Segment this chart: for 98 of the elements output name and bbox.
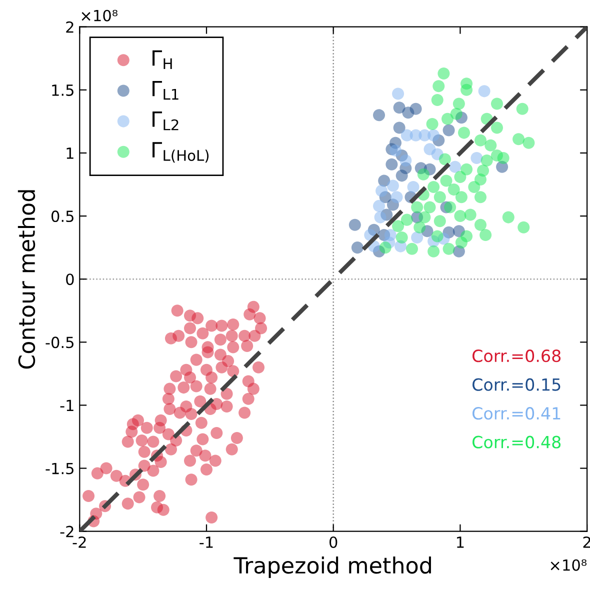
point <box>448 184 460 196</box>
y-tick-label: 0.5 <box>52 210 74 222</box>
point <box>393 102 406 114</box>
point <box>444 201 456 214</box>
point <box>418 211 431 224</box>
point <box>396 170 408 182</box>
x-tick-label: 0 <box>329 536 338 548</box>
point <box>480 154 493 167</box>
x-axis-title: Trapezoid method <box>234 556 431 578</box>
point <box>474 134 487 146</box>
point <box>396 231 408 244</box>
point <box>424 201 436 214</box>
point <box>478 85 490 98</box>
point <box>434 215 446 228</box>
point <box>351 242 364 254</box>
point <box>386 180 399 192</box>
x-tick-label: 1 <box>457 536 464 548</box>
point <box>455 236 468 249</box>
point <box>454 170 466 183</box>
annotation: Corr.=0.48 <box>472 436 561 448</box>
point <box>431 94 444 106</box>
point <box>470 152 483 164</box>
point <box>428 245 440 258</box>
text: ×10⁸ <box>550 559 587 571</box>
y-tick-label: 0 <box>66 274 74 286</box>
point <box>450 108 462 120</box>
point <box>390 191 403 204</box>
point <box>455 191 468 204</box>
point <box>490 122 503 134</box>
point <box>454 210 466 222</box>
point <box>440 174 452 187</box>
text: ×10⁸ <box>82 10 118 22</box>
point <box>386 158 398 170</box>
point <box>438 153 451 166</box>
point <box>474 218 487 231</box>
annotation: Corr.=0.68 <box>472 350 561 362</box>
annotation: Corr.=0.41 <box>472 407 560 420</box>
point <box>464 208 476 221</box>
point <box>468 181 480 194</box>
point <box>442 242 455 255</box>
point <box>373 109 386 122</box>
point <box>406 242 418 255</box>
point <box>516 102 528 115</box>
point <box>432 80 445 92</box>
point <box>374 211 386 224</box>
point <box>434 191 446 204</box>
point <box>431 230 444 242</box>
point <box>426 118 438 130</box>
point <box>414 221 426 234</box>
point <box>442 124 455 136</box>
point <box>497 152 510 164</box>
point <box>522 136 535 149</box>
point <box>392 220 404 232</box>
point <box>474 173 487 186</box>
y-tick-label: -1.5 <box>46 462 74 474</box>
x-tick-label: -1 <box>200 536 213 548</box>
point <box>400 154 412 167</box>
point <box>490 98 503 110</box>
point <box>512 133 525 146</box>
point <box>502 211 514 224</box>
point <box>410 102 422 115</box>
x-tick-label: 2 <box>583 536 590 548</box>
annotation: Corr.=0.15 <box>472 378 560 391</box>
point <box>442 112 454 125</box>
y-tick-label: -0.5 <box>46 336 74 348</box>
legend-label: Γ$_{L2}$ <box>152 112 178 130</box>
legend-label: Γ$_{L(HoL)}$ <box>152 142 209 163</box>
point <box>518 221 530 234</box>
point <box>411 231 424 244</box>
point <box>480 228 492 241</box>
point <box>484 139 497 152</box>
point <box>428 181 440 194</box>
legend-label: Γ$_{L1}$ <box>152 80 178 100</box>
point <box>376 184 388 197</box>
point <box>407 181 420 194</box>
point <box>428 129 440 142</box>
legend-label: Γ$_{H}$ <box>152 50 172 70</box>
point <box>417 168 430 180</box>
point <box>460 84 473 96</box>
y-tick-label: -2 <box>60 526 74 538</box>
point <box>400 214 413 226</box>
point <box>373 200 386 212</box>
point <box>348 218 361 231</box>
point <box>379 242 392 254</box>
y-tick-label: -1 <box>60 400 74 412</box>
point <box>393 122 406 134</box>
y-tick-label: 1.5 <box>52 84 74 96</box>
point <box>411 201 424 214</box>
point <box>438 68 450 80</box>
y-axis-title: Contour method <box>18 190 36 369</box>
point <box>389 144 402 156</box>
point <box>392 88 404 100</box>
y-tick-label: 2 <box>66 21 74 33</box>
y-tick-label: 1 <box>66 148 74 159</box>
point <box>449 160 462 173</box>
point <box>452 98 465 110</box>
point <box>474 191 487 204</box>
point <box>458 126 470 139</box>
